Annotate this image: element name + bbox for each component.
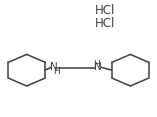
- Text: H: H: [53, 67, 59, 76]
- Text: N: N: [94, 62, 102, 72]
- Text: H: H: [93, 60, 100, 69]
- Text: HCl: HCl: [95, 4, 115, 17]
- Text: HCl: HCl: [95, 17, 115, 30]
- Text: N: N: [50, 62, 58, 72]
